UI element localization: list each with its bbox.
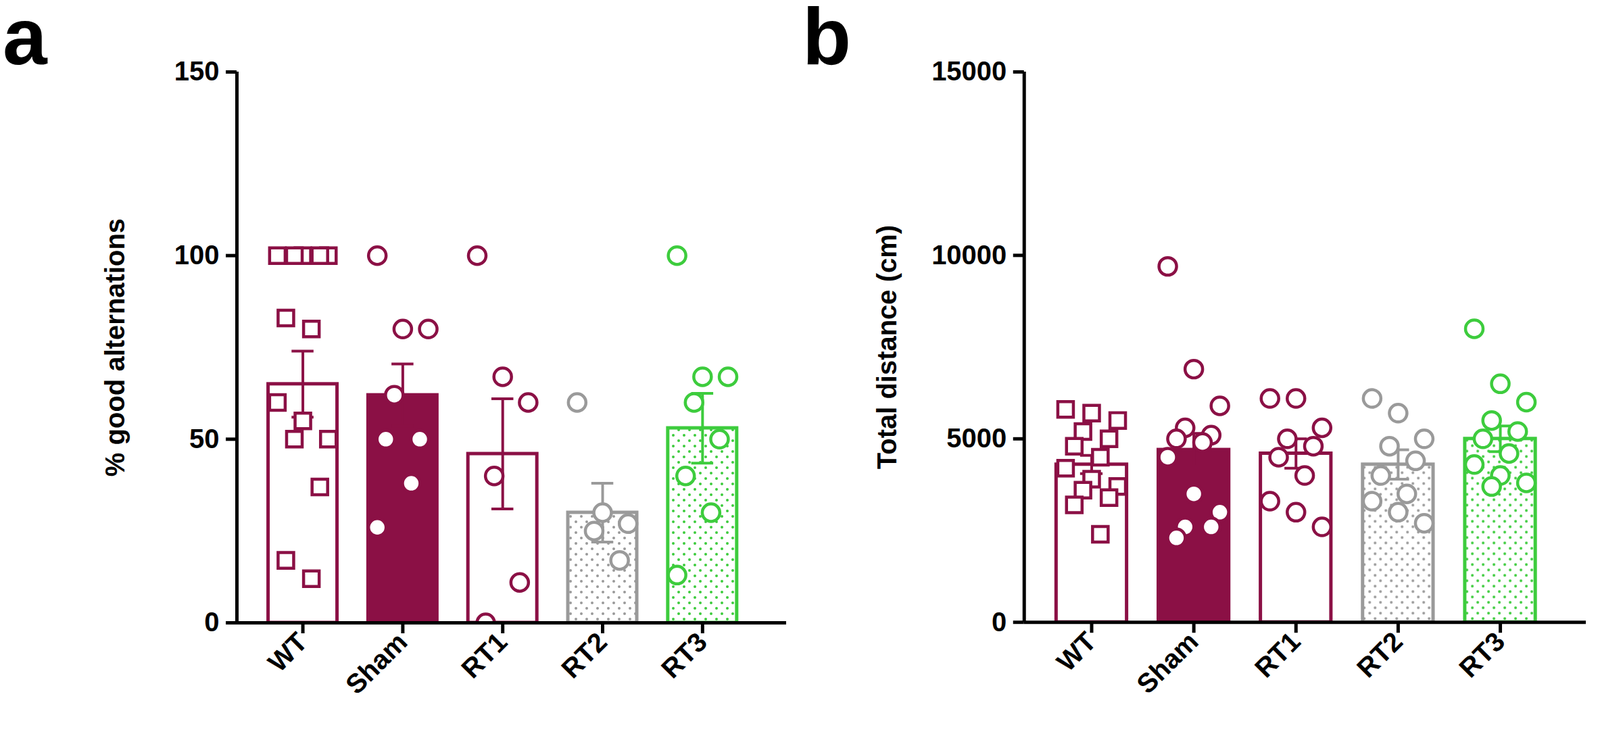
svg-text:WT: WT — [1051, 625, 1102, 677]
svg-text:RT2: RT2 — [555, 626, 614, 685]
svg-text:150: 150 — [174, 56, 220, 86]
svg-text:RT2: RT2 — [1351, 625, 1409, 683]
svg-text:10000: 10000 — [931, 239, 1007, 270]
svg-text:5000: 5000 — [946, 423, 1007, 453]
svg-text:RT1: RT1 — [455, 626, 514, 685]
svg-text:0: 0 — [991, 607, 1007, 637]
svg-text:15000: 15000 — [931, 56, 1007, 86]
svg-text:Total distance (cm): Total distance (cm) — [871, 225, 902, 470]
svg-text:RT3: RT3 — [655, 626, 713, 685]
svg-text:RT1: RT1 — [1248, 625, 1306, 683]
svg-text:100: 100 — [174, 239, 220, 270]
svg-text:0: 0 — [204, 607, 220, 637]
svg-text:% good alternations: % good alternations — [100, 218, 130, 477]
svg-text:Sham: Sham — [339, 626, 413, 700]
svg-text:50: 50 — [189, 423, 220, 454]
svg-text:Sham: Sham — [1130, 625, 1204, 699]
svg-text:WT: WT — [262, 626, 313, 678]
svg-text:RT3: RT3 — [1453, 625, 1511, 683]
